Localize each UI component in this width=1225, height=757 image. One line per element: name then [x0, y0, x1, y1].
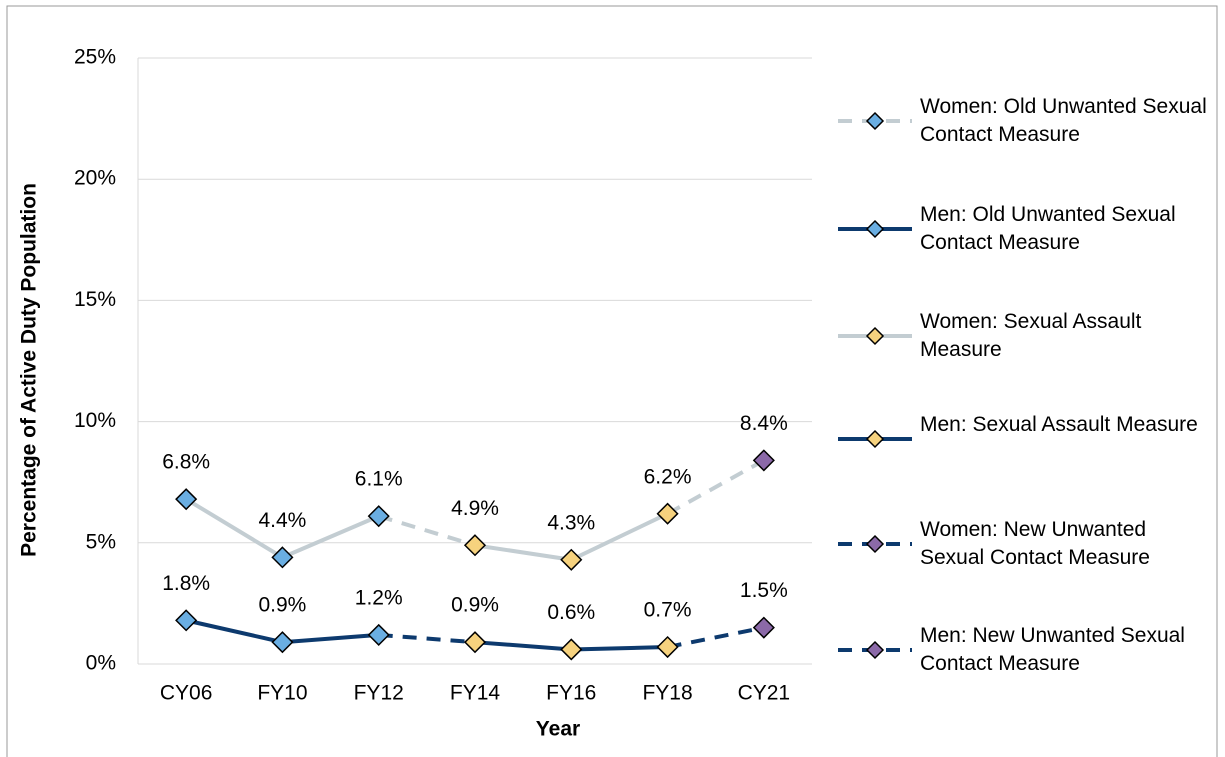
y-tick-label: 25% — [74, 46, 116, 69]
x-tick-label: FY18 — [642, 682, 692, 705]
series-connector — [667, 625, 765, 649]
data-label: 0.6% — [547, 601, 595, 624]
data-marker — [175, 488, 198, 511]
x-tick-label: CY06 — [160, 682, 213, 705]
y-tick-label: 15% — [74, 288, 116, 311]
y-tick-label: 0% — [86, 652, 116, 675]
legend-marker — [865, 534, 885, 554]
x-tick-label: FY16 — [546, 682, 596, 705]
data-label: 1.5% — [740, 579, 788, 602]
data-label: 1.8% — [162, 572, 210, 595]
x-tick-label: FY10 — [257, 682, 307, 705]
legend-marker — [865, 429, 885, 449]
y-tick-label: 20% — [74, 167, 116, 190]
legend-marker — [865, 640, 885, 660]
legend-label: Women: Old Unwanted Sexual Contact Measu… — [920, 95, 1207, 146]
data-label: 8.4% — [740, 412, 788, 435]
chart-frame — [6, 5, 1218, 757]
legend-marker — [865, 326, 885, 346]
data-label: 1.2% — [355, 586, 403, 609]
x-tick-label: CY21 — [738, 682, 791, 705]
legend-label: Men: Old Unwanted Sexual Contact Measure — [920, 203, 1176, 254]
legend-label: Men: Sexual Assault Measure — [920, 413, 1198, 436]
data-marker — [560, 548, 583, 571]
series-connector — [378, 632, 476, 645]
data-label: 0.9% — [451, 594, 499, 617]
data-label: 4.3% — [547, 511, 595, 534]
legend-label: Men: New Unwanted Sexual Contact Measure — [920, 624, 1185, 675]
data-marker — [367, 623, 390, 646]
data-marker — [752, 616, 775, 639]
y-tick-label: 10% — [74, 409, 116, 432]
data-label: 6.8% — [162, 451, 210, 474]
data-marker — [175, 609, 198, 632]
data-label: 4.9% — [451, 497, 499, 520]
legend-marker — [865, 111, 885, 131]
series-connector — [378, 514, 476, 548]
data-label: 0.9% — [258, 594, 306, 617]
legend-label: Women: New Unwanted Sexual Contact Measu… — [920, 518, 1150, 569]
y-tick-label: 5% — [86, 530, 116, 553]
data-marker — [656, 635, 679, 659]
data-marker — [560, 638, 583, 661]
data-marker — [367, 505, 390, 528]
data-label: 4.4% — [258, 509, 306, 532]
data-marker — [656, 502, 679, 525]
data-marker — [271, 631, 294, 654]
x-tick-label: FY14 — [450, 682, 501, 705]
data-label: 6.2% — [644, 465, 692, 488]
data-marker — [463, 534, 487, 557]
y-axis-title: Percentage of Active Duty Population — [18, 183, 41, 557]
data-marker — [271, 546, 294, 569]
data-label: 6.1% — [355, 468, 403, 491]
x-axis-title: Year — [536, 718, 580, 741]
data-marker — [752, 449, 775, 472]
legend-label: Women: Sexual Assault Measure — [920, 310, 1142, 361]
x-tick-label: FY12 — [354, 682, 404, 705]
data-label: 0.7% — [644, 599, 692, 622]
series-connector — [666, 458, 765, 516]
data-marker — [463, 631, 487, 654]
legend-marker — [865, 219, 885, 239]
